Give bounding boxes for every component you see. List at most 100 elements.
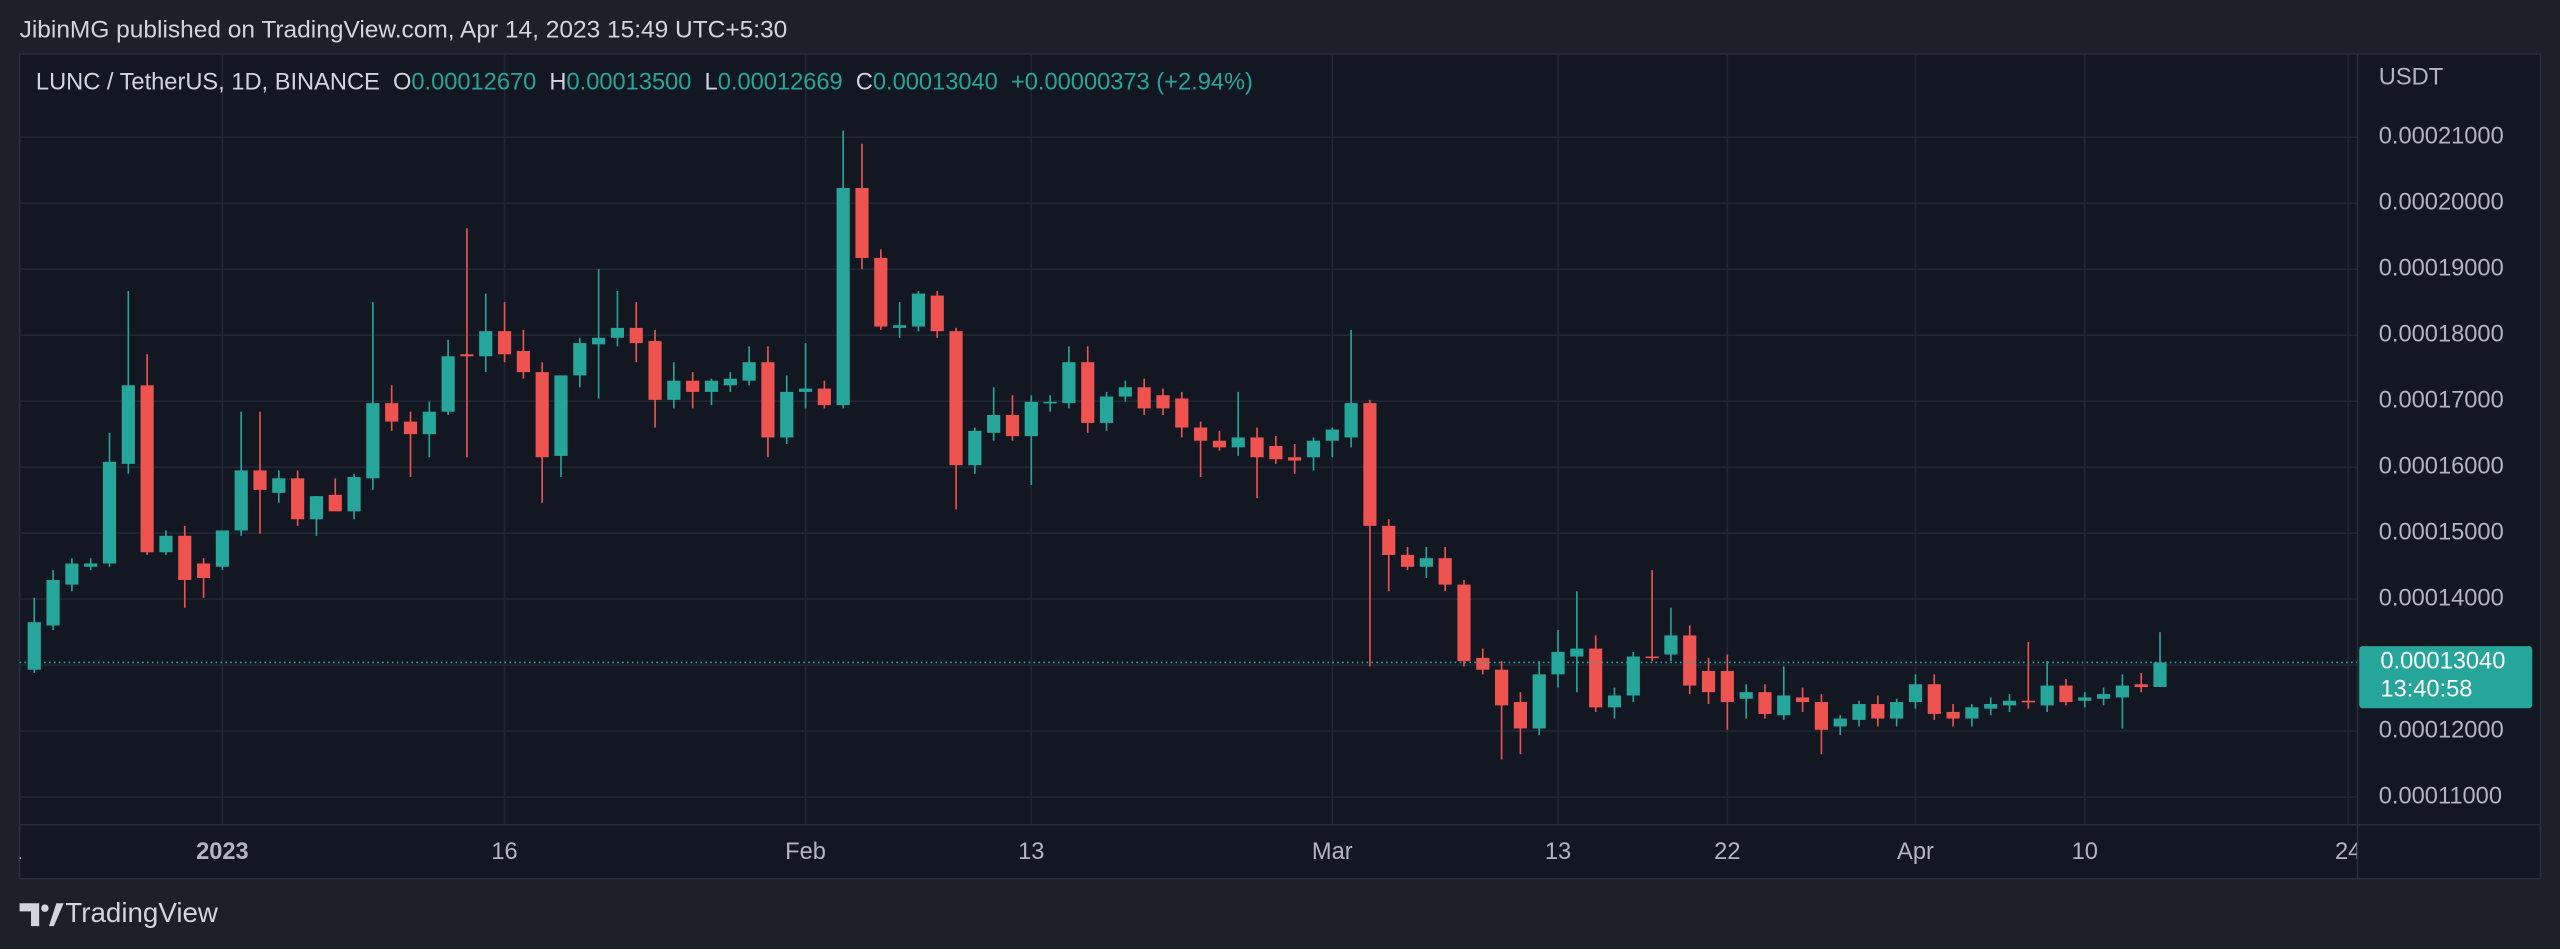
candle-body xyxy=(1758,692,1772,714)
candle-body xyxy=(2078,697,2092,701)
legend-key: L xyxy=(705,70,718,96)
candle-body xyxy=(1871,704,1885,719)
legend: LUNC / TetherUS, 1D, BINANCE O0.00012670… xyxy=(36,70,1253,96)
candle-body xyxy=(196,563,211,578)
candle-body xyxy=(159,535,173,553)
candle-body xyxy=(874,257,888,327)
candle-body xyxy=(328,494,342,512)
candles xyxy=(19,130,2358,760)
candle-body xyxy=(1495,669,1509,706)
publisher: JibinMG published on TradingView.com, Ap… xyxy=(20,16,788,43)
candle-body xyxy=(1852,704,1866,720)
candle-body xyxy=(366,403,380,479)
candle-body xyxy=(1081,362,1095,423)
candle-body xyxy=(1194,427,1208,441)
candle-body xyxy=(780,391,794,438)
candle-body xyxy=(2134,684,2148,688)
x-tick-label: 10 xyxy=(2072,839,2098,865)
candle-body xyxy=(968,430,982,466)
y-tick-label: 0.00020000 xyxy=(2379,189,2504,215)
candle-body xyxy=(1363,403,1377,526)
legend-value: 0.00013500 xyxy=(567,70,692,96)
candle-body xyxy=(403,421,418,435)
candle-body xyxy=(1137,387,1151,409)
symbol: LUNC / TetherUS, 1D, BINANCE xyxy=(36,70,380,96)
y-tick-label: 0.00014000 xyxy=(2379,585,2504,611)
x-tick-label: 16 xyxy=(491,839,517,865)
y-tick-label: 0.00016000 xyxy=(2379,453,2504,479)
candle-body xyxy=(1927,684,1941,714)
candle-body xyxy=(1777,695,1791,716)
legend-change: +0.00000373 (+2.94%) xyxy=(1011,70,1253,96)
candle-body xyxy=(460,354,474,357)
candle-body xyxy=(817,388,831,406)
candle-body xyxy=(1156,395,1170,409)
legend-value: 0.00013040 xyxy=(873,70,998,96)
candle-body xyxy=(629,327,643,344)
candle-body xyxy=(121,385,135,464)
legend-key: C xyxy=(856,70,873,96)
legend-key: O xyxy=(393,70,411,96)
y-tick-label: 0.00015000 xyxy=(2379,519,2504,545)
candle-body xyxy=(1476,657,1490,670)
candle-body xyxy=(178,535,192,580)
candle-body xyxy=(1231,437,1245,448)
x-tick-label: 2023 xyxy=(196,839,249,865)
candle-body xyxy=(1683,635,1697,686)
candle-body xyxy=(987,414,1001,433)
candle-body xyxy=(1532,674,1546,729)
time-axis: 1 2023 16 Feb 13 Mar 13 22 Apr 10 24 xyxy=(20,839,2358,865)
candle-body xyxy=(2059,685,2073,703)
candle-body xyxy=(723,378,737,386)
candle-body xyxy=(798,388,813,392)
candle-body xyxy=(1814,702,1828,730)
candle-body xyxy=(140,385,154,553)
candle-body xyxy=(1965,707,1979,719)
candle-body xyxy=(686,380,700,392)
candle-body xyxy=(1664,635,1678,655)
candle-body xyxy=(1306,440,1321,458)
candle-body xyxy=(855,187,869,258)
candle-body xyxy=(1118,387,1132,397)
x-tick-label: 13 xyxy=(1018,839,1044,865)
last-price: 0.00013040 xyxy=(2380,649,2505,675)
logo-mark xyxy=(48,903,64,927)
candle-body xyxy=(46,579,60,626)
y-tick-label: 0.00011000 xyxy=(2379,783,2502,809)
candle-body xyxy=(1701,671,1716,693)
candle-body xyxy=(1288,457,1302,461)
candle-body xyxy=(84,563,98,567)
candle-body xyxy=(422,411,436,435)
candle-body xyxy=(2153,662,2167,687)
candle-body xyxy=(1419,558,1433,567)
candle-body xyxy=(1890,702,1904,719)
candle-body xyxy=(1382,525,1396,555)
legend-value: 0.00012669 xyxy=(718,70,843,96)
candle-body xyxy=(1005,414,1020,437)
x-tick-label: Mar xyxy=(1312,839,1353,865)
candle-body xyxy=(2040,685,2054,706)
candle-body xyxy=(1250,437,1264,458)
x-tick-label: Feb xyxy=(785,839,826,865)
candle-body xyxy=(761,362,775,438)
candle-body xyxy=(1438,558,1452,585)
candle-body xyxy=(1720,671,1734,703)
last-price-box xyxy=(2359,646,2533,709)
candle-body xyxy=(516,350,530,373)
candle-body xyxy=(1400,554,1415,567)
candle-body xyxy=(573,343,587,376)
candle-body xyxy=(554,375,568,456)
logo-dot xyxy=(41,904,49,912)
candle-body xyxy=(1833,718,1847,727)
candle-body xyxy=(1607,695,1622,708)
candle-body xyxy=(102,461,117,564)
candle-body xyxy=(253,470,267,490)
y-tick-label: 0.00017000 xyxy=(2379,387,2504,413)
y-tick-label: 0.00012000 xyxy=(2379,717,2504,743)
candle-body xyxy=(742,362,756,381)
candle-body xyxy=(479,331,493,357)
candle-body xyxy=(347,477,361,512)
candle-body xyxy=(1212,440,1227,448)
